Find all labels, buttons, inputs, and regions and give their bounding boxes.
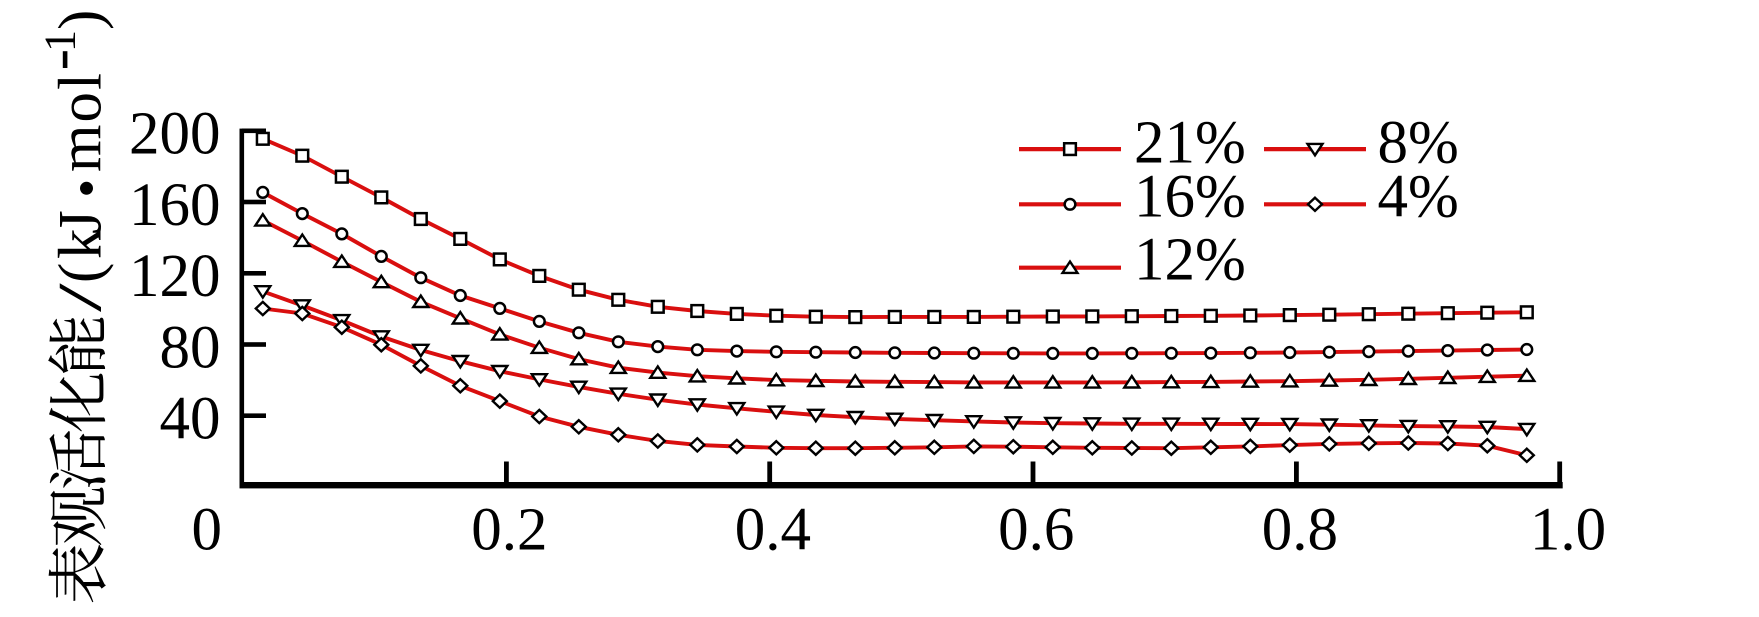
svg-text:4%: 4%	[1378, 163, 1459, 230]
svg-text:160: 160	[129, 172, 221, 239]
svg-text:120: 120	[129, 243, 221, 310]
svg-text:16%: 16%	[1134, 163, 1246, 230]
svg-text:8%: 8%	[1378, 110, 1459, 177]
svg-text:J: J	[47, 210, 114, 234]
svg-text:0.6: 0.6	[998, 497, 1074, 564]
svg-text:0.8: 0.8	[1262, 497, 1338, 564]
svg-text:): )	[47, 10, 114, 30]
svg-text:0.4: 0.4	[735, 497, 811, 564]
svg-text:(: (	[47, 263, 114, 283]
svg-text:1: 1	[35, 30, 84, 52]
svg-text:80: 80	[160, 314, 221, 381]
svg-text:mol: mol	[47, 71, 114, 172]
svg-text:k: k	[47, 228, 114, 259]
svg-text:0: 0	[191, 497, 222, 564]
svg-text:/: /	[47, 283, 114, 312]
svg-text:0.2: 0.2	[471, 497, 547, 564]
svg-text:21%: 21%	[1134, 110, 1246, 177]
svg-text:200: 200	[129, 101, 221, 168]
svg-text:40: 40	[160, 386, 221, 453]
svg-text:1.0: 1.0	[1530, 497, 1606, 564]
svg-text:12%: 12%	[1134, 226, 1246, 293]
